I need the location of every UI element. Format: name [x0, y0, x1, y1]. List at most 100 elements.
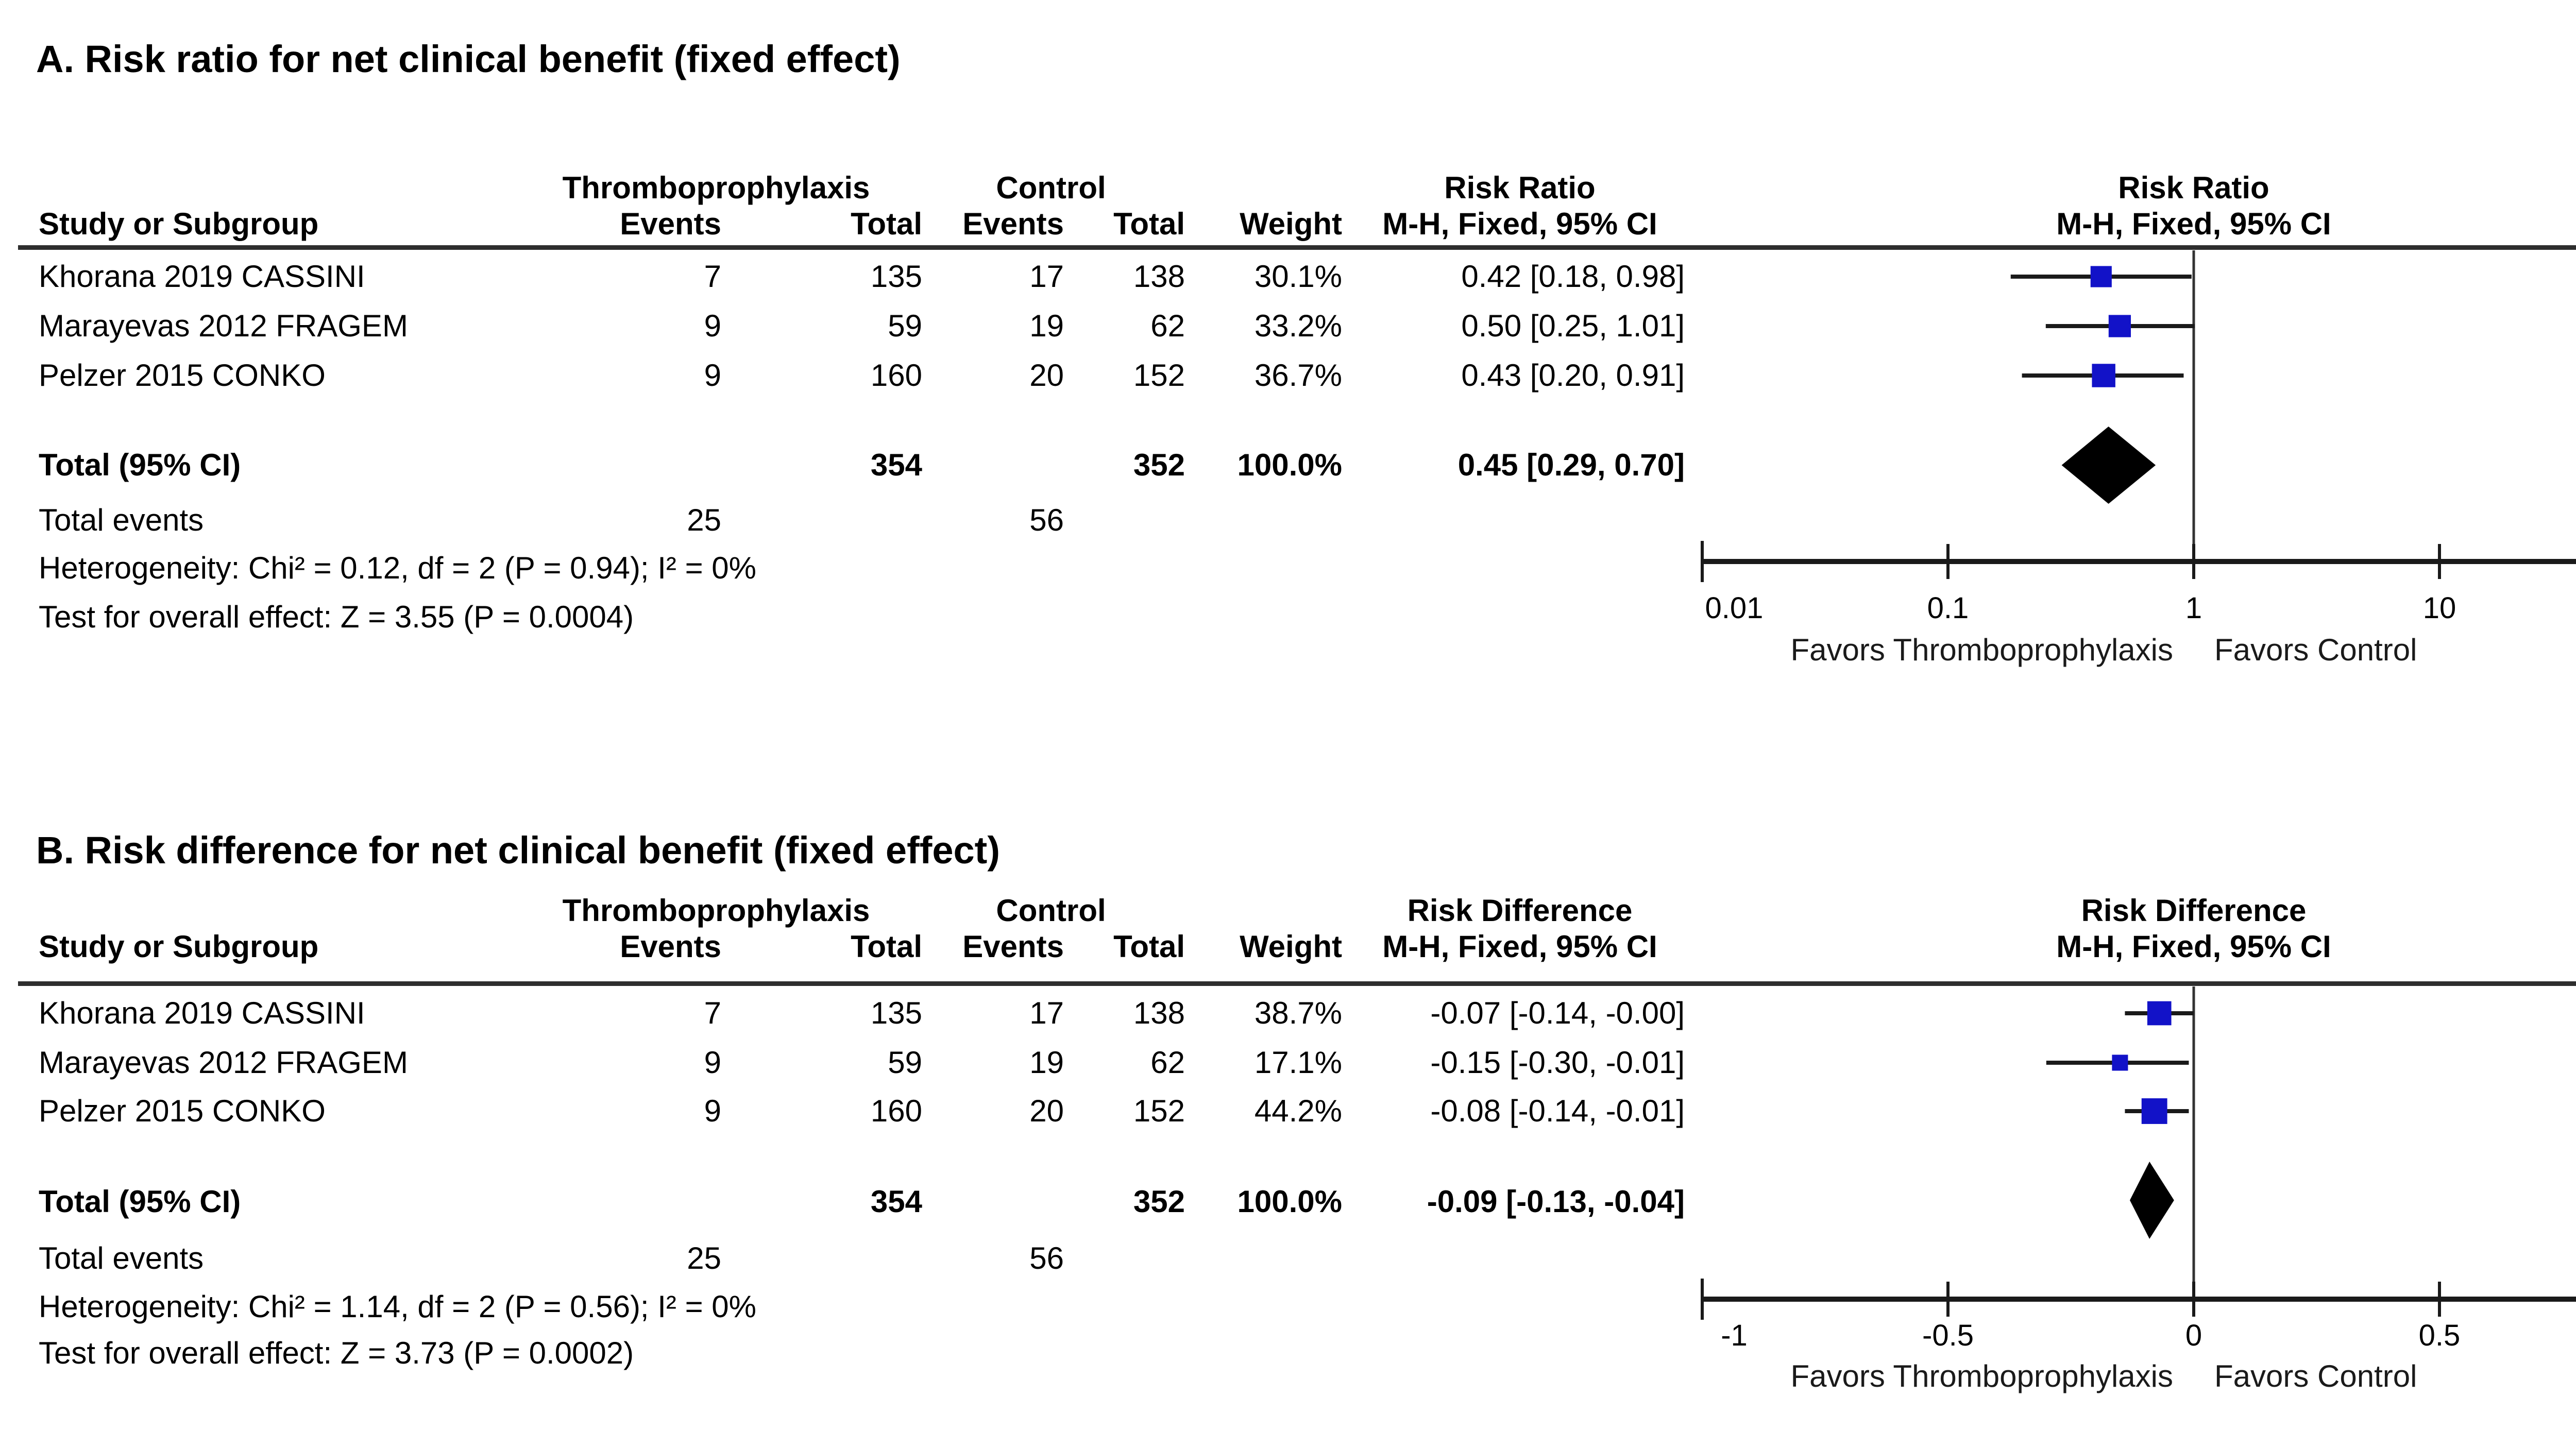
total-row-label: Total (95% CI)	[39, 448, 241, 482]
total-thrombo: 59	[888, 1045, 922, 1080]
tick-label: 1	[2185, 591, 2202, 625]
ci-text: 0.42 [0.18, 0.98]	[1461, 259, 1685, 294]
favors-right-label: Favors Control	[2214, 1359, 2417, 1393]
tick-label: 0.5	[2419, 1319, 2461, 1352]
weight: 36.7%	[1254, 358, 1342, 393]
group-header-control: Control	[996, 893, 1106, 928]
group-header-control: Control	[996, 171, 1106, 205]
total-column-header: Total	[851, 929, 922, 964]
tick-label: -0.5	[1922, 1319, 1974, 1352]
events-control: 17	[1029, 996, 1064, 1030]
tick-label: 0.01	[1705, 591, 1764, 625]
weight-column-header: Weight	[1240, 207, 1342, 241]
total-control: 152	[1133, 358, 1185, 393]
tick-label: 0	[2185, 1319, 2202, 1352]
overall-effect-line: Test for overall effect: Z = 3.73 (P = 0…	[39, 1336, 634, 1370]
ci-text: -0.07 [-0.14, -0.00]	[1430, 996, 1685, 1030]
total-control-n: 352	[1133, 448, 1185, 482]
events-thrombo: 7	[704, 996, 721, 1030]
pooled-diamond	[2061, 427, 2156, 504]
header-rule	[18, 981, 2576, 986]
heterogeneity-line: Heterogeneity: Chi² = 1.14, df = 2 (P = …	[39, 1289, 757, 1324]
plot-effect-measure-header: Risk Ratio	[2118, 171, 2269, 205]
total-events-control: 56	[1029, 503, 1064, 537]
favors-left-label: Favors Thromboprophylaxis	[1790, 633, 2173, 667]
plot-effect-measure-header: Risk Difference	[2081, 893, 2307, 928]
weight-column-header: Weight	[1240, 929, 1342, 964]
effect-measure-header: Risk Ratio	[1444, 171, 1596, 205]
weight: 17.1%	[1254, 1045, 1342, 1080]
heterogeneity-line: Heterogeneity: Chi² = 0.12, df = 2 (P = …	[39, 551, 757, 585]
study-name: Khorana 2019 CASSINI	[39, 996, 365, 1030]
table-row: Khorana 2019 CASSINI 7 135 17 138 38.7% -0.07 …	[0, 995, 2576, 1032]
pooled-diamond	[2129, 1162, 2174, 1239]
total-thrombo: 160	[870, 1094, 922, 1128]
total-control: 152	[1133, 1094, 1185, 1128]
total-control-n: 352	[1133, 1184, 1185, 1219]
events-control: 20	[1029, 358, 1064, 393]
table-row: Marayevas 2012 FRAGEM 9 59 19 62 17.1% -0.15 […	[0, 1044, 2576, 1081]
plot-method-column-header: M-H, Fixed, 95% CI	[2056, 929, 2331, 964]
events-control: 19	[1029, 1045, 1064, 1080]
total-weight: 100.0%	[1237, 1184, 1343, 1219]
total-column-header: Total	[1113, 207, 1185, 241]
favors-right-label: Favors Control	[2214, 633, 2417, 667]
total-thrombo-n: 354	[870, 448, 922, 482]
header-rule	[18, 245, 2576, 250]
total-ci-text: -0.09 [-0.13, -0.04]	[1427, 1184, 1685, 1219]
events-control: 17	[1029, 259, 1064, 294]
total-thrombo: 59	[888, 309, 922, 343]
total-events-thrombo: 25	[687, 503, 721, 537]
total-thrombo: 135	[870, 259, 922, 294]
total-events-thrombo: 25	[687, 1241, 721, 1275]
study-column-header: Study or Subgroup	[39, 929, 319, 964]
weight: 30.1%	[1254, 259, 1342, 294]
group-header-thromboprophylaxis: Thromboprophylaxis	[562, 893, 870, 928]
table-row: Khorana 2019 CASSINI 7 135 17 138 30.1% 0.42 […	[0, 258, 2576, 295]
total-control: 62	[1150, 309, 1185, 343]
ci-text: -0.15 [-0.30, -0.01]	[1430, 1045, 1685, 1080]
total-events-label: Total events	[39, 1241, 204, 1275]
group-header-thromboprophylaxis: Thromboprophylaxis	[562, 171, 870, 205]
weight: 38.7%	[1254, 996, 1342, 1030]
panel-a-title: A. Risk ratio for net clinical benefit (…	[36, 38, 901, 80]
panel-b-title: B. Risk difference for net clinical bene…	[36, 829, 1000, 872]
events-thrombo: 9	[704, 358, 721, 393]
total-thrombo: 135	[870, 996, 922, 1030]
study-name: Pelzer 2015 CONKO	[39, 358, 326, 393]
total-events-control: 56	[1029, 1241, 1064, 1275]
total-ci-text: 0.45 [0.29, 0.70]	[1458, 448, 1685, 482]
tick-label: 10	[2423, 591, 2456, 625]
events-control: 20	[1029, 1094, 1064, 1128]
total-events-label: Total events	[39, 503, 204, 537]
plot-method-column-header: M-H, Fixed, 95% CI	[2056, 207, 2331, 241]
study-name: Marayevas 2012 FRAGEM	[39, 1045, 408, 1080]
events-column-header: Events	[962, 929, 1064, 964]
weight: 33.2%	[1254, 309, 1342, 343]
method-column-header: M-H, Fixed, 95% CI	[1382, 207, 1657, 241]
ci-text: 0.43 [0.20, 0.91]	[1461, 358, 1685, 393]
effect-measure-header: Risk Difference	[1407, 893, 1633, 928]
method-column-header: M-H, Fixed, 95% CI	[1382, 929, 1657, 964]
total-thrombo-n: 354	[870, 1184, 922, 1219]
table-row: Pelzer 2015 CONKO 9 160 20 152 36.7% 0.43 [0.2…	[0, 357, 2576, 394]
events-column-header: Events	[620, 929, 721, 964]
events-thrombo: 9	[704, 309, 721, 343]
ci-text: -0.08 [-0.14, -0.01]	[1430, 1094, 1685, 1128]
tick-label: -1	[1721, 1319, 1748, 1352]
favors-left-label: Favors Thromboprophylaxis	[1790, 1359, 2173, 1393]
events-control: 19	[1029, 309, 1064, 343]
total-column-header: Total	[1113, 929, 1185, 964]
weight: 44.2%	[1254, 1094, 1342, 1128]
table-row: Marayevas 2012 FRAGEM 9 59 19 62 33.2% 0.50 [0…	[0, 308, 2576, 345]
events-thrombo: 9	[704, 1045, 721, 1080]
study-column-header: Study or Subgroup	[39, 207, 319, 241]
total-thrombo: 160	[870, 358, 922, 393]
events-column-header: Events	[962, 207, 1064, 241]
study-name: Marayevas 2012 FRAGEM	[39, 309, 408, 343]
ci-text: 0.50 [0.25, 1.01]	[1461, 309, 1685, 343]
study-name: Khorana 2019 CASSINI	[39, 259, 365, 294]
total-row-label: Total (95% CI)	[39, 1184, 241, 1219]
tick-label: 0.1	[1927, 591, 1969, 625]
